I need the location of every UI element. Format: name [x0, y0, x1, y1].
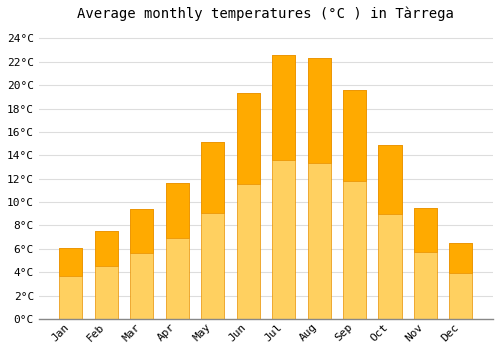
Bar [450, 243, 472, 319]
Bar [201, 142, 224, 319]
Bar [95, 231, 118, 266]
Bar [130, 209, 154, 319]
Bar [343, 90, 366, 319]
Bar [166, 183, 189, 319]
Bar [343, 90, 366, 182]
Bar [236, 93, 260, 319]
Bar [450, 243, 472, 273]
Bar [308, 58, 330, 162]
Bar [308, 58, 330, 319]
Bar [236, 93, 260, 184]
Bar [166, 183, 189, 238]
Bar [414, 208, 437, 252]
Bar [130, 209, 154, 253]
Bar [60, 247, 82, 319]
Bar [272, 55, 295, 160]
Bar [201, 142, 224, 213]
Bar [378, 145, 402, 215]
Bar [378, 145, 402, 319]
Title: Average monthly temperatures (°C ) in Tàrrega: Average monthly temperatures (°C ) in Tà… [78, 7, 454, 21]
Bar [414, 208, 437, 319]
Bar [272, 55, 295, 319]
Bar [60, 247, 82, 276]
Bar [95, 231, 118, 319]
